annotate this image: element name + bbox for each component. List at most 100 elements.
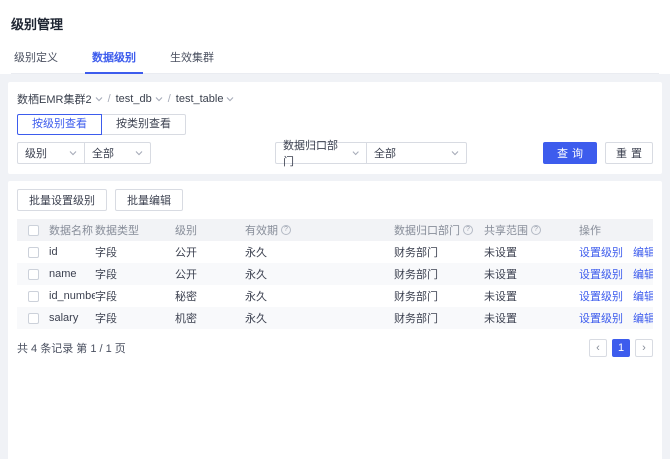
table-row: name 字段 公开 永久 财务部门 未设置 设置级别 编辑	[17, 263, 653, 285]
column-data-name: 数据名称	[49, 225, 93, 237]
toggle-view-by-level[interactable]: 按级别查看	[17, 114, 102, 135]
row-checkbox[interactable]	[27, 290, 39, 302]
cell-data-type: 字段	[95, 313, 117, 325]
edit-link[interactable]: 编辑	[633, 269, 653, 281]
batch-toolbar: 批量设置级别 批量编辑	[17, 189, 653, 211]
reset-button[interactable]: 重置	[605, 142, 653, 164]
cell-share-scope: 未设置	[484, 269, 517, 281]
breadcrumb-database-label: test_db	[115, 93, 152, 105]
cell-data-name: id_number	[49, 290, 95, 302]
column-actions: 操作	[579, 225, 601, 237]
cell-share-scope: 未设置	[484, 313, 517, 325]
set-level-link[interactable]: 设置级别	[579, 247, 623, 259]
page-number-button[interactable]: 1	[612, 339, 630, 357]
cell-level: 机密	[175, 313, 197, 325]
edit-link[interactable]: 编辑	[633, 313, 653, 325]
column-share-scope: 共享范围 ?	[484, 222, 579, 238]
cell-share-scope: 未设置	[484, 247, 517, 259]
set-level-link[interactable]: 设置级别	[579, 313, 623, 325]
info-icon[interactable]: ?	[281, 225, 291, 235]
cell-level: 秘密	[175, 291, 197, 303]
level-filter-group: 级别 全部	[17, 142, 151, 164]
cell-department: 财务部门	[394, 291, 438, 303]
tab-bar: 级别定义 数据级别 生效集群	[11, 33, 659, 74]
records-summary: 共 4 条记录 第 1 / 1 页	[17, 343, 126, 355]
top-bar: 级别管理 级别定义 数据级别 生效集群	[0, 0, 670, 74]
filter-card: 数栖EMR集群2 / test_db / test_table 按级别查看 按类…	[8, 82, 662, 174]
set-level-link[interactable]: 设置级别	[579, 269, 623, 281]
filter-row: 级别 全部 数据归口部门 全部 查询 重置	[17, 140, 653, 168]
breadcrumb-table-label: test_table	[175, 93, 224, 105]
edit-link[interactable]: 编辑	[633, 247, 653, 259]
row-checkbox[interactable]	[27, 312, 39, 324]
cell-department: 财务部门	[394, 247, 438, 259]
column-department-label: 数据归口部门	[394, 225, 460, 237]
cell-level: 公开	[175, 269, 197, 281]
next-page-button[interactable]: ›	[635, 339, 653, 357]
department-filter-value: 全部	[374, 148, 396, 160]
batch-set-level-button[interactable]: 批量设置级别	[17, 189, 107, 211]
table-card: 批量设置级别 批量编辑 数据名称 数据类型 级别 有效期 ? 数据归口部门 ? …	[8, 181, 662, 459]
tab-level-definition[interactable]: 级别定义	[14, 52, 58, 64]
column-share-scope-label: 共享范围	[484, 225, 528, 237]
cell-data-name: id	[49, 246, 58, 258]
info-icon[interactable]: ?	[463, 225, 473, 235]
chevron-down-icon	[451, 150, 459, 156]
set-level-link[interactable]: 设置级别	[579, 291, 623, 303]
level-filter-value-select[interactable]: 全部	[84, 143, 150, 163]
cell-data-name: name	[49, 268, 77, 280]
column-validity: 有效期 ?	[245, 222, 394, 238]
breadcrumb-separator: /	[107, 93, 111, 105]
cell-actions: 设置级别 编辑	[579, 244, 653, 260]
breadcrumb-cluster-label: 数栖EMR集群2	[17, 94, 92, 106]
cell-department: 财务部门	[394, 269, 438, 281]
content-area: 数栖EMR集群2 / test_db / test_table 按级别查看 按类…	[0, 74, 670, 459]
cell-validity: 永久	[245, 247, 267, 259]
table-row: id 字段 公开 永久 财务部门 未设置 设置级别 编辑	[17, 241, 653, 263]
department-filter-label-select[interactable]: 数据归口部门	[276, 140, 366, 168]
chevron-down-icon[interactable]	[226, 95, 235, 103]
column-level: 级别	[175, 225, 197, 237]
search-button[interactable]: 查询	[543, 142, 597, 164]
info-icon[interactable]: ?	[531, 225, 541, 235]
batch-edit-button[interactable]: 批量编辑	[115, 189, 183, 211]
table-footer: 共 4 条记录 第 1 / 1 页 ‹ 1 ›	[17, 339, 653, 357]
edit-link[interactable]: 编辑	[633, 291, 653, 303]
page-title: 级别管理	[11, 17, 64, 32]
cell-data-name: salary	[49, 312, 79, 324]
cell-actions: 设置级别 编辑	[579, 288, 653, 304]
cell-data-type: 字段	[95, 291, 117, 303]
table-header-row: 数据名称 数据类型 级别 有效期 ? 数据归口部门 ? 共享范围 ? 操作	[17, 219, 653, 241]
toggle-view-by-category[interactable]: 按类别查看	[101, 114, 186, 135]
cell-share-scope: 未设置	[484, 291, 517, 303]
cell-actions: 设置级别 编辑	[579, 266, 653, 282]
cell-data-type: 字段	[95, 247, 117, 259]
prev-page-button[interactable]: ‹	[589, 339, 607, 357]
table-row: id_number 字段 秘密 永久 财务部门 未设置 设置级别 编辑	[17, 285, 653, 307]
chevron-down-icon[interactable]	[95, 95, 103, 103]
pagination: ‹ 1 ›	[589, 339, 653, 357]
department-filter-group: 数据归口部门 全部	[275, 140, 467, 168]
row-checkbox[interactable]	[27, 246, 39, 258]
cell-actions: 设置级别 编辑	[579, 310, 653, 326]
cell-level: 公开	[175, 247, 197, 259]
breadcrumb-cluster[interactable]: 数栖EMR集群2	[17, 91, 103, 107]
column-data-type: 数据类型	[95, 225, 139, 237]
breadcrumb: 数栖EMR集群2 / test_db / test_table	[17, 91, 653, 107]
breadcrumb-database[interactable]: test_db	[116, 93, 163, 105]
cell-validity: 永久	[245, 313, 267, 325]
cell-validity: 永久	[245, 291, 267, 303]
level-filter-label-select[interactable]: 级别	[18, 143, 84, 163]
chevron-down-icon[interactable]	[155, 95, 163, 103]
tab-data-level[interactable]: 数据级别	[85, 49, 143, 74]
chevron-down-icon	[135, 150, 143, 156]
breadcrumb-table[interactable]: test_table	[176, 93, 235, 105]
cell-department: 财务部门	[394, 313, 438, 325]
tab-effective-cluster[interactable]: 生效集群	[170, 52, 214, 64]
row-checkbox[interactable]	[27, 268, 39, 280]
select-all-checkbox[interactable]	[27, 224, 39, 236]
department-filter-value-select[interactable]: 全部	[366, 143, 466, 163]
level-filter-value: 全部	[92, 148, 114, 160]
column-department: 数据归口部门 ?	[394, 222, 484, 238]
cell-validity: 永久	[245, 269, 267, 281]
